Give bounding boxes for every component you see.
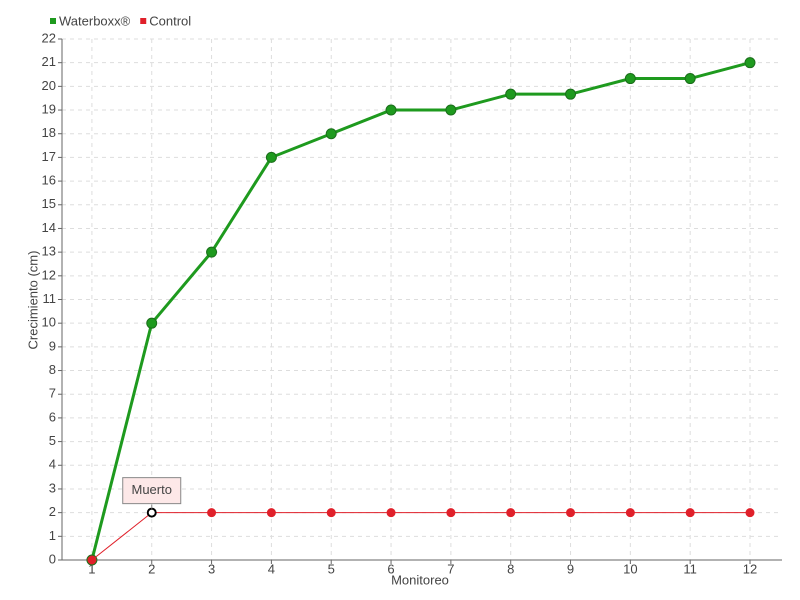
data-point [566, 508, 576, 518]
x-axis-label: Monitoreo [391, 572, 449, 587]
x-tick-label: 1 [88, 561, 95, 576]
data-point [206, 246, 218, 258]
data-point [385, 104, 397, 116]
y-tick-label: 15 [42, 196, 56, 211]
data-point [146, 317, 158, 329]
x-tick-label: 6 [387, 561, 394, 576]
data-point [325, 128, 337, 140]
x-tick-label: 4 [268, 561, 275, 576]
y-tick-label: 7 [49, 386, 56, 401]
data-point [445, 104, 457, 116]
annotation-text: Muerto [132, 482, 172, 497]
x-tick-label: 10 [623, 561, 637, 576]
y-tick-label: 11 [43, 291, 57, 306]
data-point [625, 508, 635, 518]
data-point [87, 555, 97, 565]
legend-swatch [50, 18, 56, 24]
y-tick-label: 18 [42, 125, 56, 140]
series-line [91, 512, 750, 561]
data-point [207, 508, 217, 518]
data-point [506, 508, 516, 518]
data-point [745, 508, 755, 518]
y-tick-label: 12 [42, 267, 56, 282]
data-point [565, 88, 577, 100]
y-tick-label: 17 [42, 149, 56, 164]
data-point [265, 151, 277, 163]
data-point [446, 508, 456, 518]
data-point [744, 57, 756, 69]
y-tick-label: 13 [42, 244, 56, 259]
y-tick-label: 19 [42, 101, 56, 116]
x-tick-label: 12 [743, 561, 757, 576]
x-tick-label: 9 [567, 561, 574, 576]
data-point [146, 507, 157, 518]
y-tick-label: 22 [42, 30, 56, 45]
x-tick-label: 7 [447, 561, 454, 576]
y-tick-label: 1 [49, 528, 56, 543]
legend-label: Waterboxx® [59, 13, 131, 28]
y-tick-label: 14 [42, 220, 56, 235]
data-point [386, 508, 396, 518]
y-tick-label: 21 [42, 54, 56, 69]
data-point [685, 508, 695, 518]
x-tick-label: 5 [328, 561, 335, 576]
series-line [90, 61, 751, 561]
data-point [505, 88, 517, 100]
x-tick-label: 2 [148, 561, 155, 576]
y-tick-label: 4 [49, 457, 56, 472]
y-tick-label: 6 [49, 409, 56, 424]
y-tick-label: 5 [49, 433, 56, 448]
x-tick-label: 11 [683, 561, 697, 576]
x-tick-label: 8 [507, 561, 514, 576]
y-tick-label: 10 [42, 315, 56, 330]
x-tick-label: 3 [208, 561, 215, 576]
y-tick-label: 16 [42, 173, 56, 188]
y-tick-label: 2 [49, 504, 56, 519]
data-point [624, 73, 636, 85]
annotation-box [122, 477, 182, 505]
data-point [684, 73, 696, 85]
y-axis-label: Crecimiento (cm) [25, 251, 40, 350]
legend-swatch [140, 18, 147, 24]
y-tick-label: 0 [49, 551, 56, 566]
data-point [266, 508, 276, 518]
y-tick-label: 20 [42, 78, 56, 93]
y-tick-label: 8 [49, 362, 56, 377]
y-tick-label: 3 [49, 480, 56, 495]
y-tick-label: 9 [49, 338, 56, 353]
legend-label: Control [149, 13, 191, 28]
data-point [326, 508, 336, 518]
